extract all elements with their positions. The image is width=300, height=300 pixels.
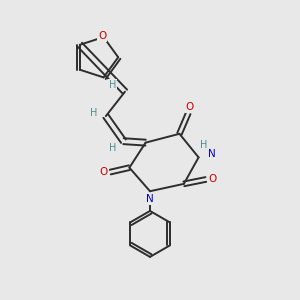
Text: H: H [109, 80, 116, 90]
Text: O: O [100, 167, 108, 177]
Text: O: O [208, 174, 217, 184]
Text: N: N [146, 194, 154, 205]
Text: H: H [109, 142, 116, 153]
Text: O: O [186, 102, 194, 112]
Text: N: N [208, 149, 216, 159]
Text: O: O [98, 31, 106, 41]
Text: H: H [200, 140, 208, 150]
Text: H: H [90, 108, 97, 118]
